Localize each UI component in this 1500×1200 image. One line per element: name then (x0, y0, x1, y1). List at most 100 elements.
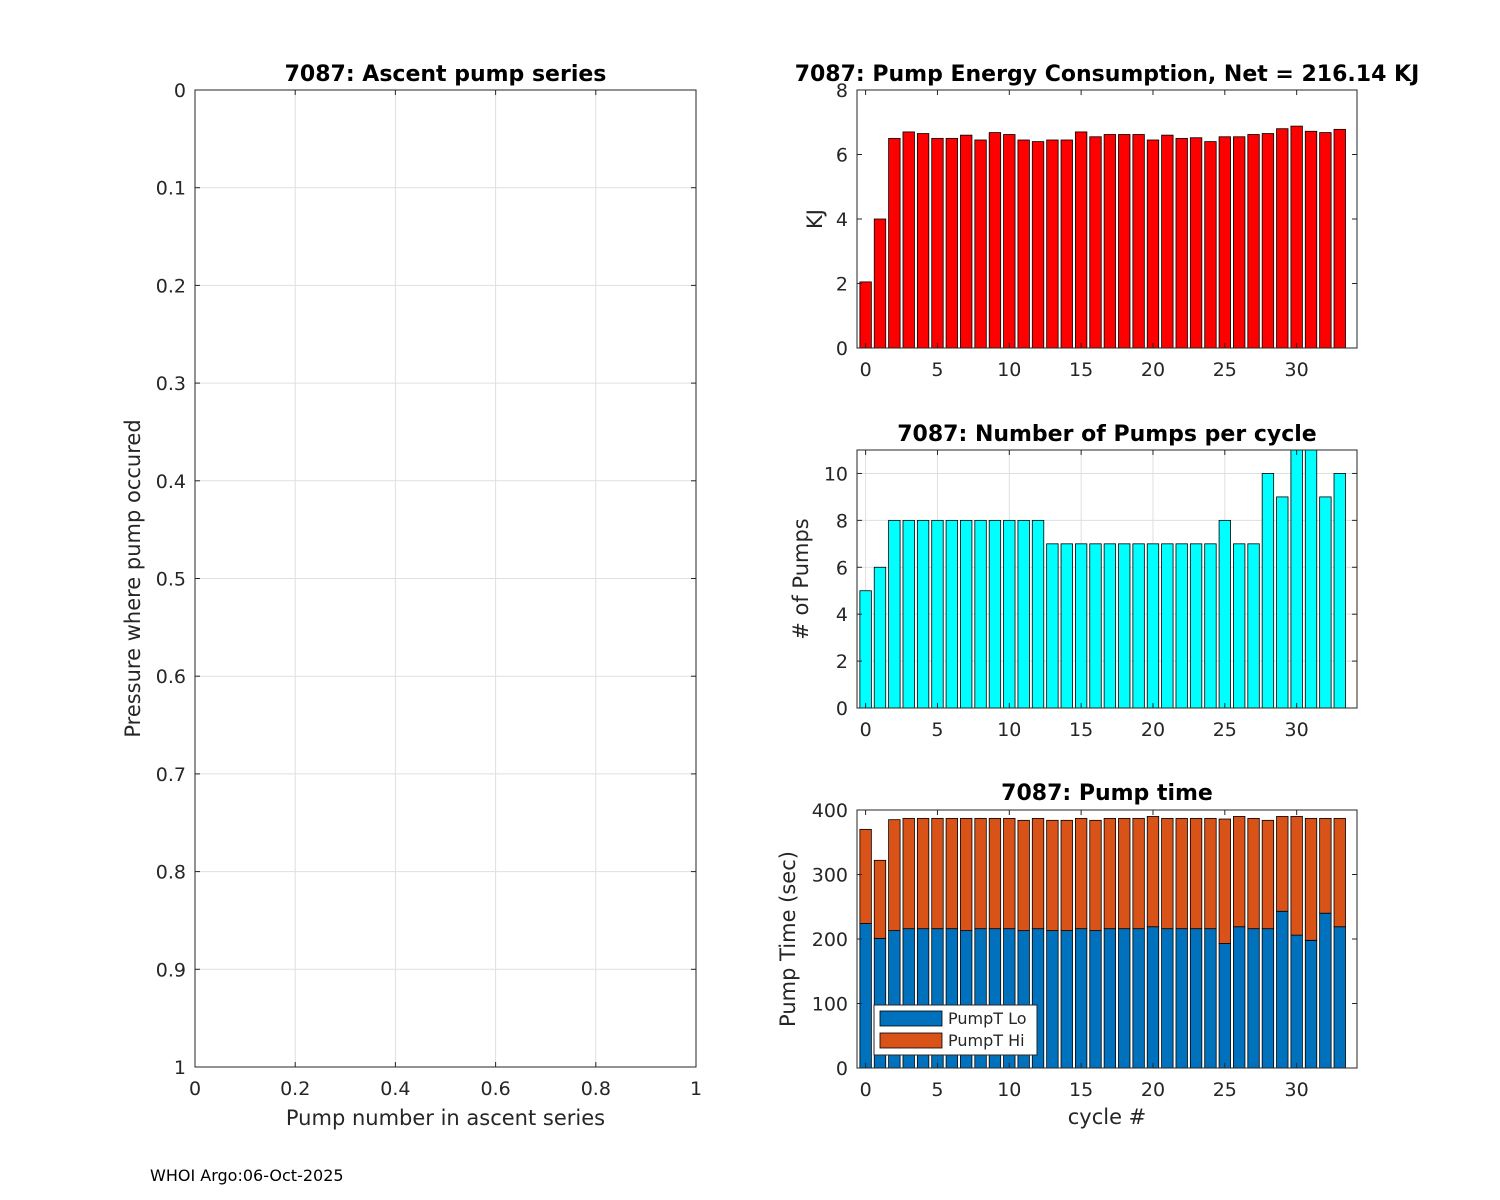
y-tick-label: 1 (174, 1057, 186, 1079)
energy-bar (1290, 125, 1303, 349)
pumps-bar (1290, 449, 1303, 709)
x-tick-label: 0 (189, 1078, 201, 1100)
pumps-bar (1261, 473, 1275, 709)
y-tick-label: 0 (836, 1058, 848, 1080)
bar-pumpt-lo (1118, 928, 1131, 1069)
energy-bar (1204, 141, 1217, 349)
y-tick-label: 0 (836, 698, 848, 720)
energy-bar (1146, 139, 1160, 349)
bar-pumpt-lo (1333, 926, 1346, 1069)
bar-pumpt-hi (859, 828, 872, 924)
pumps-bar (1103, 543, 1117, 709)
legend-swatch (879, 1010, 943, 1027)
y-tick-label: 100 (812, 994, 848, 1016)
energy-bar (1031, 141, 1045, 349)
pumps-bar (888, 519, 901, 709)
bar-pumpt-lo (859, 923, 872, 1069)
pumps-bar (902, 519, 915, 709)
y-tick-label: 0.5 (156, 569, 186, 591)
chart-title: 7087: Pump time (1001, 781, 1213, 806)
x-tick-label: 15 (1069, 359, 1093, 381)
bar-pumpt-hi (888, 819, 901, 932)
pumps-bar (1132, 543, 1145, 709)
pumps-bar (1161, 543, 1174, 709)
bar-pumpt-lo (1060, 930, 1073, 1069)
y-tick-label: 6 (836, 557, 848, 579)
pumps-bar (1247, 543, 1260, 709)
legend-label: PumpT Hi (948, 1031, 1025, 1050)
ascent-chart: 0 0.2 0.4 0.6 0.8 100.10.20.30.40.50.60.70.80… (121, 62, 702, 1130)
energy-bar (1261, 133, 1275, 349)
bar-pumpt-hi (1333, 817, 1346, 928)
x-tick-label: 0 (860, 719, 872, 741)
x-tick-label: 10 (997, 719, 1021, 741)
energy-bar (960, 134, 973, 349)
bar-pumpt-lo (1189, 928, 1203, 1069)
x-tick-label: 5 (931, 719, 943, 741)
energy-bar (1333, 128, 1346, 349)
y-tick-label: 4 (836, 209, 848, 231)
bar-pumpt-lo (1261, 928, 1275, 1069)
energy-bar (1161, 134, 1174, 349)
bar-pumpt-lo (1161, 928, 1174, 1069)
bar-pumpt-lo (1175, 928, 1188, 1069)
x-tick-label: 20 (1141, 719, 1165, 741)
energy-bar (1046, 139, 1059, 349)
pumps-bar (974, 519, 987, 709)
energy-bar (1060, 139, 1073, 349)
pumps-bar (1031, 519, 1045, 709)
pumps-bar (1118, 543, 1131, 709)
pumps-bar (1074, 543, 1088, 709)
bar-pumpt-hi (1261, 819, 1275, 930)
bar-pumpt-lo (1233, 926, 1246, 1069)
bar-pumpt-hi (902, 817, 915, 930)
bar-pumpt-lo (1247, 928, 1260, 1069)
footer-timestamp: WHOI Argo:06-Oct-2025 (150, 1166, 344, 1185)
pumps-bar (1060, 543, 1073, 709)
x-tick-label: 25 (1213, 719, 1237, 741)
energy-bar (1189, 137, 1203, 349)
energy-bar (1132, 134, 1145, 349)
energy-bar (1319, 132, 1332, 349)
pumps-bar (1233, 543, 1246, 709)
bar-pumpt-hi (1276, 816, 1289, 912)
x-tick-label: 0.4 (380, 1078, 410, 1100)
bar-pumpt-hi (1233, 816, 1246, 928)
x-tick-label: 5 (931, 1079, 943, 1101)
axes-box (856, 449, 1358, 709)
y-tick-label: 2 (836, 651, 848, 673)
bar-pumpt-hi (1103, 817, 1117, 930)
bar-pumpt-hi (1218, 818, 1231, 944)
pumps-bar (1276, 496, 1289, 709)
pumps-bar (1204, 543, 1217, 709)
y-axis-label: # of Pumps (789, 518, 813, 640)
y-tick-label: 4 (836, 604, 848, 626)
bar-pumpt-hi (1089, 819, 1102, 932)
bar-pumpt-lo (1074, 928, 1088, 1069)
bar-pumpt-hi (974, 817, 987, 930)
bar-pumpt-hi (1118, 817, 1131, 930)
pumps-bar (1333, 473, 1346, 709)
energy-bar (1247, 134, 1260, 349)
pumps-bar (945, 519, 958, 709)
energy-bar (1233, 136, 1246, 349)
bar-pumpt-hi (931, 817, 944, 930)
y-tick-label: 400 (812, 800, 848, 822)
y-tick-label: 0.6 (156, 666, 186, 688)
bar-pumpt-lo (1046, 930, 1059, 1069)
bar-pumpt-hi (873, 859, 887, 939)
y-tick-label: 0.4 (156, 471, 186, 493)
legend: PumpT Lo PumpT Hi (873, 1004, 1038, 1056)
x-axis-label: cycle # (1068, 1105, 1147, 1129)
x-tick-label: 30 (1285, 1079, 1309, 1101)
bar-pumpt-hi (1146, 816, 1160, 928)
pumps-bar (1146, 543, 1160, 709)
x-tick-label: 0.8 (581, 1078, 611, 1100)
pumps-bar (1175, 543, 1188, 709)
x-tick-label: 25 (1213, 1079, 1237, 1101)
y-axis-label: Pump Time (sec) (776, 851, 800, 1027)
energy-bar (1089, 136, 1102, 349)
x-axis-label: Pump number in ascent series (286, 1106, 605, 1130)
bar-pumpt-hi (988, 817, 1002, 930)
